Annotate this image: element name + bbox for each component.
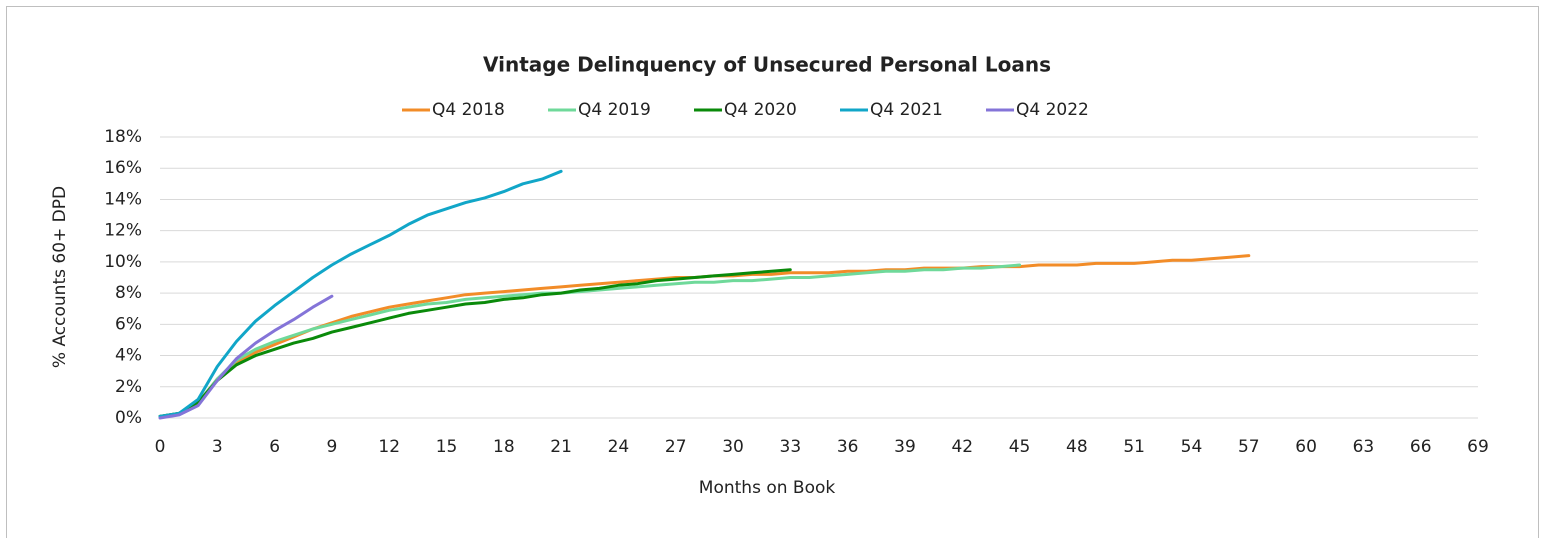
x-tick-label: 45 [1009, 437, 1031, 457]
y-tick-label: 14% [104, 189, 142, 209]
legend-label: Q4 2022 [1016, 100, 1089, 120]
chart-title: Vintage Delinquency of Unsecured Persona… [483, 53, 1051, 77]
x-tick-label: 21 [550, 437, 572, 457]
x-tick-label: 33 [780, 437, 802, 457]
y-tick-label: 2% [115, 377, 142, 397]
x-tick-label: 12 [378, 437, 400, 457]
x-axis-label: Months on Book [699, 478, 836, 498]
x-tick-label: 36 [837, 437, 859, 457]
x-tick-label: 63 [1353, 437, 1375, 457]
x-tick-label: 9 [326, 437, 337, 457]
y-tick-label: 0% [115, 408, 142, 428]
y-tick-label: 18% [104, 127, 142, 147]
x-tick-label: 57 [1238, 437, 1260, 457]
x-tick-label: 27 [665, 437, 687, 457]
series-line [158, 268, 792, 418]
x-tick-label: 6 [269, 437, 280, 457]
legend-label: Q4 2020 [724, 100, 797, 120]
x-tick-label: 24 [608, 437, 630, 457]
series-line [158, 294, 334, 420]
y-tick-label: 8% [115, 283, 142, 303]
legend-label: Q4 2021 [870, 100, 943, 120]
y-tick-label: 10% [104, 252, 142, 272]
x-tick-label: 39 [894, 437, 916, 457]
y-tick-label: 16% [104, 158, 142, 178]
x-tick-label: 0 [155, 437, 166, 457]
x-tick-label: 15 [436, 437, 458, 457]
x-tick-label: 3 [212, 437, 223, 457]
x-tick-label: 51 [1123, 437, 1145, 457]
legend-label: Q4 2018 [432, 100, 505, 120]
y-tick-label: 4% [115, 346, 142, 366]
legend-label: Q4 2019 [578, 100, 651, 120]
x-tick-label: 18 [493, 437, 515, 457]
x-tick-label: 42 [951, 437, 973, 457]
y-tick-label: 6% [115, 314, 142, 334]
y-tick-label: 12% [104, 221, 142, 241]
y-axis-label: % Accounts 60+ DPD [50, 186, 70, 368]
series-line [158, 263, 1022, 418]
series-line [158, 169, 563, 418]
x-tick-label: 30 [722, 437, 744, 457]
x-tick-label: 66 [1410, 437, 1432, 457]
x-tick-label: 60 [1295, 437, 1317, 457]
x-tick-label: 69 [1467, 437, 1489, 457]
x-tick-label: 48 [1066, 437, 1088, 457]
x-tick-label: 54 [1181, 437, 1203, 457]
